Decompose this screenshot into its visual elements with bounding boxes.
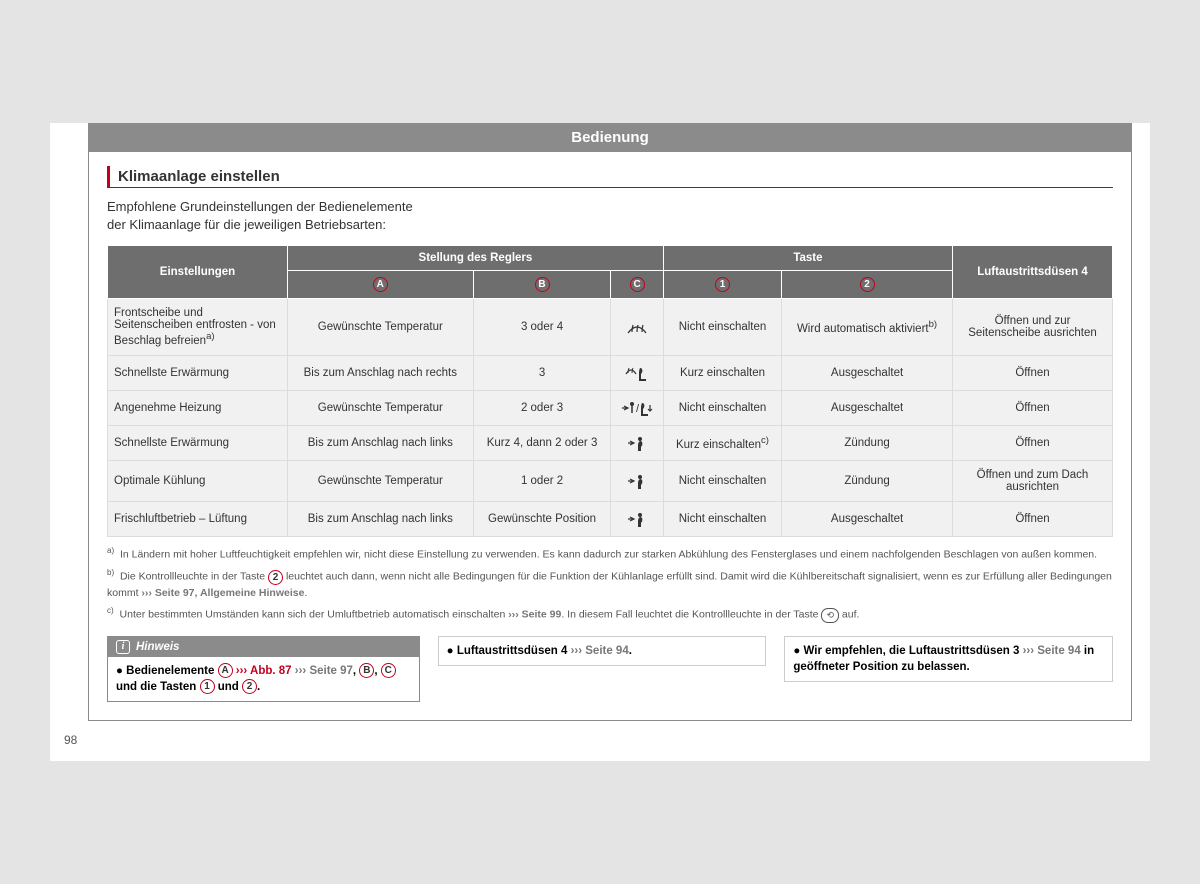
vent3-box: ● Wir empfehlen, die Luftaustrittsdüsen … xyxy=(784,636,1113,682)
vent4-box: ● Luftaustrittsdüsen 4 ››› Seite 94. xyxy=(438,636,767,666)
cell-a: Bis zum Anschlag nach links xyxy=(288,426,474,461)
footnote-c: c) Unter bestimmten Umständen kann sich … xyxy=(107,605,1113,623)
th-1: 1 xyxy=(663,271,781,299)
footnote-a: a) In Ländern mit hoher Luftfeuchtigkeit… xyxy=(107,545,1113,563)
cell-duesen: Öffnen und zur Seitenscheibe ausrichten xyxy=(953,299,1113,356)
cell-t2: Zündung xyxy=(782,461,953,502)
cell-t2: Ausgeschaltet xyxy=(782,502,953,537)
hint-box: i Hinweis ● Bedienelemente A ››› Abb. 87… xyxy=(107,636,420,702)
cell-t1: Nicht einschalten xyxy=(663,391,781,426)
manual-page: Bedienung Klimaanlage einstellen Empfohl… xyxy=(50,123,1150,761)
bottom-boxes: i Hinweis ● Bedienelemente A ››› Abb. 87… xyxy=(107,636,1113,702)
cell-duesen: Öffnen xyxy=(953,426,1113,461)
cell-b: Gewünschte Position xyxy=(473,502,611,537)
cell-b: Kurz 4, dann 2 oder 3 xyxy=(473,426,611,461)
cell-t2: Zündung xyxy=(782,426,953,461)
cell-label: Frischluftbetrieb – Lüftung xyxy=(108,502,288,537)
th-taste: Taste xyxy=(663,246,952,271)
cell-t1: Nicht einschalten xyxy=(663,502,781,537)
info-icon: i xyxy=(116,640,130,654)
cell-b: 2 oder 3 xyxy=(473,391,611,426)
cell-c-icon xyxy=(611,426,663,461)
content-frame: Klimaanlage einstellen Empfohlene Grunde… xyxy=(88,152,1132,721)
cell-a: Gewünschte Temperatur xyxy=(288,391,474,426)
cell-t2: Ausgeschaltet xyxy=(782,356,953,391)
th-b: B xyxy=(473,271,611,299)
page-header: Bedienung xyxy=(88,123,1132,152)
circle-2-icon: 2 xyxy=(860,277,875,292)
cell-duesen: Öffnen und zum Dach ausrichten xyxy=(953,461,1113,502)
circle-1-inline-icon: 1 xyxy=(200,679,215,694)
hint-body: ● Bedienelemente A ››› Abb. 87 ››› Seite… xyxy=(108,657,419,701)
cell-label: Frontscheibe und Seitenscheiben entfrost… xyxy=(108,299,288,356)
th-a: A xyxy=(288,271,474,299)
cell-t1: Nicht einschalten xyxy=(663,461,781,502)
cell-c-icon xyxy=(611,356,663,391)
cell-label: Optimale Kühlung xyxy=(108,461,288,502)
cell-a: Bis zum Anschlag nach rechts xyxy=(288,356,474,391)
table-row: Angenehme HeizungGewünschte Temperatur2 … xyxy=(108,391,1113,426)
table-row: Optimale KühlungGewünschte Temperatur1 o… xyxy=(108,461,1113,502)
th-duesen: Luftaustrittsdüsen 4 xyxy=(953,246,1113,299)
settings-table: Einstellungen Stellung des Reglers Taste… xyxy=(107,245,1113,537)
table-row: Frontscheibe und Seitenscheiben entfrost… xyxy=(108,299,1113,356)
hint-label: Hinweis xyxy=(136,641,179,653)
cell-t1: Nicht einschalten xyxy=(663,299,781,356)
footnote-b: b) Die Kontrollleuchte in der Taste 2 le… xyxy=(107,567,1113,601)
cell-label: Schnellste Erwärmung xyxy=(108,356,288,391)
section-title: Klimaanlage einstellen xyxy=(107,166,1113,188)
circle-c-inline-icon: C xyxy=(381,663,396,678)
th-regler: Stellung des Reglers xyxy=(288,246,664,271)
table-row: Frischluftbetrieb – LüftungBis zum Ansch… xyxy=(108,502,1113,537)
cell-a: Bis zum Anschlag nach links xyxy=(288,502,474,537)
cell-duesen: Öffnen xyxy=(953,391,1113,426)
circle-2-inline-icon: 2 xyxy=(268,570,283,585)
th-c: C xyxy=(611,271,663,299)
cell-label: Schnellste Erwärmung xyxy=(108,426,288,461)
cell-duesen: Öffnen xyxy=(953,356,1113,391)
cell-duesen: Öffnen xyxy=(953,502,1113,537)
circle-b-icon: B xyxy=(535,277,550,292)
circle-b-inline-icon: B xyxy=(359,663,374,678)
page-number: 98 xyxy=(64,733,77,747)
cell-a: Gewünschte Temperatur xyxy=(288,299,474,356)
cell-b: 3 oder 4 xyxy=(473,299,611,356)
table-row: Schnellste ErwärmungBis zum Anschlag nac… xyxy=(108,426,1113,461)
circle-a-icon: A xyxy=(373,277,388,292)
cell-c-icon xyxy=(611,502,663,537)
cell-a: Gewünschte Temperatur xyxy=(288,461,474,502)
circle-c-icon: C xyxy=(630,277,645,292)
intro-text: Empfohlene Grundeinstellungen der Bedien… xyxy=(107,198,427,233)
cell-t2: Wird automatisch aktiviertb) xyxy=(782,299,953,356)
cell-b: 3 xyxy=(473,356,611,391)
cell-label: Angenehme Heizung xyxy=(108,391,288,426)
cell-t1: Kurz einschaltenc) xyxy=(663,426,781,461)
circle-a-inline-icon: A xyxy=(218,663,233,678)
cell-c-icon xyxy=(611,299,663,356)
cell-t1: Kurz einschalten xyxy=(663,356,781,391)
th-2: 2 xyxy=(782,271,953,299)
circle-1-icon: 1 xyxy=(715,277,730,292)
cell-c-icon xyxy=(611,461,663,502)
cell-b: 1 oder 2 xyxy=(473,461,611,502)
recirc-inline-icon: ⟲ xyxy=(821,608,839,624)
hint-header: i Hinweis xyxy=(108,637,419,657)
circle-2-inline2-icon: 2 xyxy=(242,679,257,694)
table-row: Schnellste ErwärmungBis zum Anschlag nac… xyxy=(108,356,1113,391)
footnotes: a) In Ländern mit hoher Luftfeuchtigkeit… xyxy=(107,545,1113,624)
cell-c-icon: / xyxy=(611,391,663,426)
cell-t2: Ausgeschaltet xyxy=(782,391,953,426)
th-settings: Einstellungen xyxy=(108,246,288,299)
svg-text:/: / xyxy=(636,403,640,415)
